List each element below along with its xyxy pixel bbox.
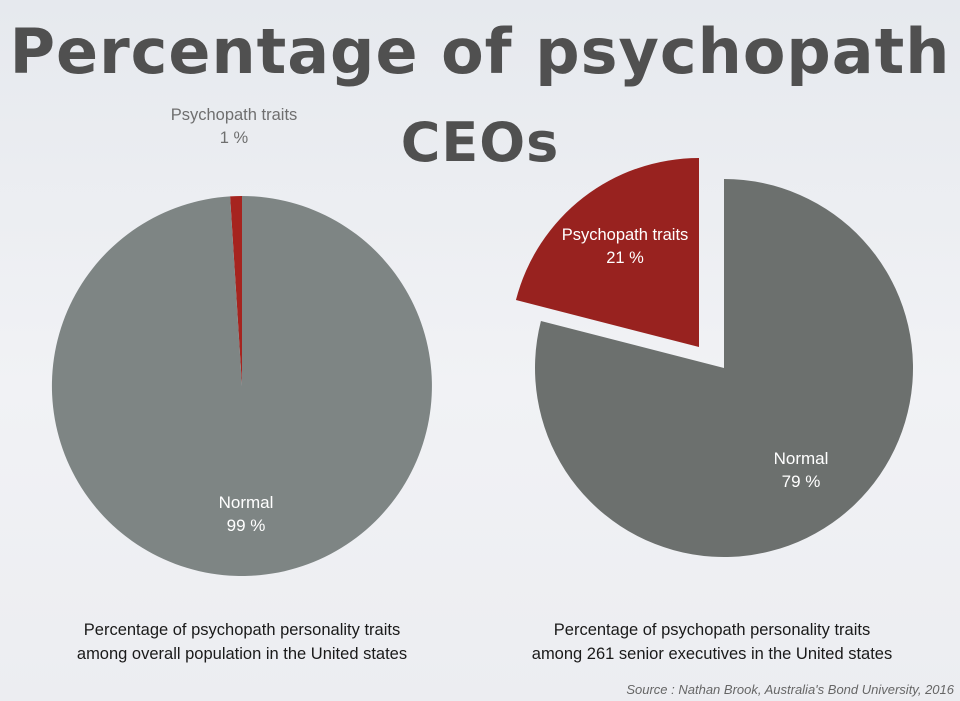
caption-executives-line-2: among 261 senior executives in the Unite… bbox=[531, 645, 893, 663]
pie-value-label-psychopath-traits: 21 % bbox=[606, 249, 644, 267]
pie-chart-executives: Psychopath traits 21 % Normal 79 % bbox=[515, 158, 914, 558]
pie-slice-psychopath-traits bbox=[515, 158, 699, 347]
pie-slice-psychopath-traits bbox=[230, 195, 242, 386]
pie-slice-normal bbox=[535, 179, 914, 558]
caption-population-line-2: among overall population in the United s… bbox=[76, 645, 408, 663]
pie-value-label-normal: 99 % bbox=[227, 516, 266, 535]
page-title-line-1: Percentage of psychopath bbox=[9, 15, 951, 88]
pie-value-label-normal: 79 % bbox=[782, 472, 821, 491]
source-note: Source : Nathan Brook, Australia's Bond … bbox=[626, 682, 954, 697]
pie-label-psychopath-traits: Psychopath traits bbox=[562, 226, 689, 244]
pie-slice-normal bbox=[51, 196, 432, 577]
caption-population-line-1: Percentage of psychopath personality tra… bbox=[83, 621, 401, 639]
pie-value-label-psychopath-traits: 1 % bbox=[220, 129, 249, 147]
caption-executives: Percentage of psychopath personality tra… bbox=[502, 618, 922, 666]
page-title-line-2: CEOs bbox=[400, 111, 560, 174]
caption-population: Percentage of psychopath personality tra… bbox=[32, 618, 452, 666]
caption-executives-line-1: Percentage of psychopath personality tra… bbox=[553, 621, 871, 639]
pie-label-normal: Normal bbox=[774, 449, 829, 468]
pie-label-normal: Normal bbox=[219, 493, 274, 512]
pie-chart-population: Psychopath traits 1 % Normal 99 % bbox=[51, 106, 432, 577]
pie-label-psychopath-traits: Psychopath traits bbox=[171, 106, 298, 124]
